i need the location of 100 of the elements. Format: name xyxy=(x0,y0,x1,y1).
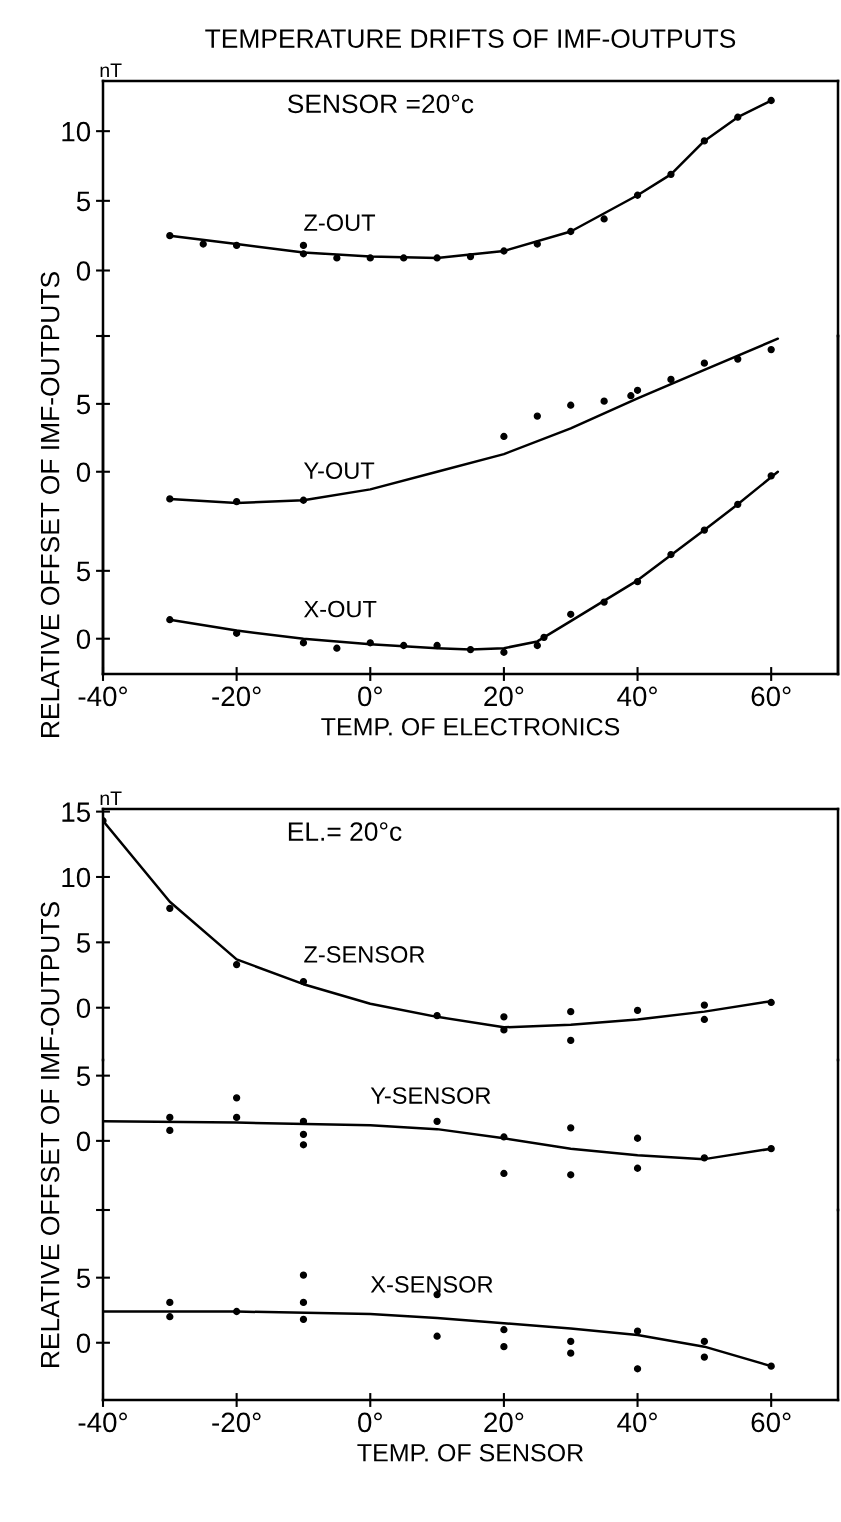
point xyxy=(540,633,548,641)
point xyxy=(567,1007,575,1016)
y-tick-label: 5 xyxy=(76,394,91,415)
point xyxy=(232,1113,241,1122)
point xyxy=(433,1332,441,1340)
point xyxy=(466,252,475,261)
x-tick-label: 0° xyxy=(358,686,382,707)
point xyxy=(700,137,709,145)
point xyxy=(700,1015,709,1024)
point xyxy=(366,639,374,647)
point xyxy=(700,526,709,534)
point xyxy=(166,1113,174,1122)
point xyxy=(500,1326,508,1334)
point xyxy=(166,1313,174,1321)
x-tick-label: -20° xyxy=(212,686,261,707)
point xyxy=(166,616,174,624)
point xyxy=(600,598,608,606)
point xyxy=(299,1315,308,1323)
series-label: Z-SENSOR xyxy=(304,946,425,963)
point xyxy=(700,1154,709,1162)
point xyxy=(734,113,742,121)
point xyxy=(166,232,174,240)
point xyxy=(734,355,742,363)
point xyxy=(667,375,675,384)
text: nT xyxy=(100,63,122,77)
x-tick-label: -20° xyxy=(212,1412,261,1433)
point xyxy=(333,644,341,652)
point xyxy=(767,1362,775,1370)
point xyxy=(232,960,241,969)
x-axis-title: TEMP. OF SENSOR xyxy=(357,1443,584,1462)
y-tick-label: 0 xyxy=(76,1131,91,1152)
point xyxy=(166,1298,174,1307)
point xyxy=(533,240,541,248)
point xyxy=(500,1133,508,1141)
point xyxy=(500,247,508,255)
y-tick-label: 5 xyxy=(76,191,91,212)
point xyxy=(299,977,308,986)
series-label: Z-OUT xyxy=(304,214,376,232)
point xyxy=(500,648,508,656)
series-label: Y-OUT xyxy=(303,462,375,479)
series-label: Y-SENSOR xyxy=(370,1087,491,1104)
point xyxy=(299,1130,308,1138)
point xyxy=(767,472,775,480)
point xyxy=(333,254,341,262)
point xyxy=(466,645,475,654)
point xyxy=(600,397,608,405)
y-tick-label: 5 xyxy=(76,1066,91,1086)
point xyxy=(232,241,241,250)
point xyxy=(767,998,775,1007)
x-tick-label: 0° xyxy=(358,1412,382,1433)
y-tick-label: 10 xyxy=(62,121,91,142)
x-tick-label: -40° xyxy=(78,686,127,707)
point xyxy=(166,495,174,503)
point xyxy=(633,386,642,394)
point xyxy=(633,1164,642,1172)
point xyxy=(700,1353,709,1361)
point xyxy=(500,1169,508,1178)
series-label: X-OUT xyxy=(303,600,377,618)
point xyxy=(700,1001,709,1009)
point xyxy=(567,1124,575,1132)
point xyxy=(232,1307,241,1316)
y-tick-label: 15 xyxy=(62,802,91,822)
x-tick-label: 20° xyxy=(484,1412,524,1433)
annotation: SENSOR =20°c xyxy=(287,94,474,114)
point xyxy=(299,1298,308,1307)
x-tick-label: 40° xyxy=(617,686,657,707)
point xyxy=(567,1349,575,1357)
point xyxy=(299,241,308,250)
x-tick-label: 60° xyxy=(751,686,791,707)
point xyxy=(633,191,642,199)
x-tick-label: 60° xyxy=(751,1412,791,1433)
point xyxy=(500,1343,508,1351)
y-tick-label: 0 xyxy=(76,1333,91,1354)
series-label: X-SENSOR xyxy=(370,1276,493,1293)
point xyxy=(633,1327,642,1335)
point xyxy=(299,250,308,258)
point xyxy=(500,1013,508,1021)
point xyxy=(232,1094,241,1102)
point xyxy=(533,412,541,420)
y-tick-label: 5 xyxy=(76,561,91,582)
y-axis-title: RELATIVE OFFSET OF IMF-OUTPUTS xyxy=(40,902,60,1367)
point xyxy=(567,1036,575,1045)
point xyxy=(433,254,441,262)
point xyxy=(700,1337,709,1346)
x-axis-title: TEMP. OF ELECTRONICS xyxy=(321,717,620,736)
point xyxy=(567,227,575,236)
point xyxy=(232,497,241,506)
point xyxy=(667,550,675,559)
point xyxy=(500,432,508,441)
y-tick-label: 0 xyxy=(76,629,91,650)
point xyxy=(232,629,241,637)
point xyxy=(199,240,207,248)
point xyxy=(567,1171,575,1179)
x-tick-label: -40° xyxy=(78,1412,127,1433)
point xyxy=(567,610,575,618)
point xyxy=(633,1134,642,1142)
point xyxy=(366,254,374,262)
point xyxy=(633,1006,642,1014)
point xyxy=(633,1365,642,1373)
point xyxy=(166,1126,174,1135)
